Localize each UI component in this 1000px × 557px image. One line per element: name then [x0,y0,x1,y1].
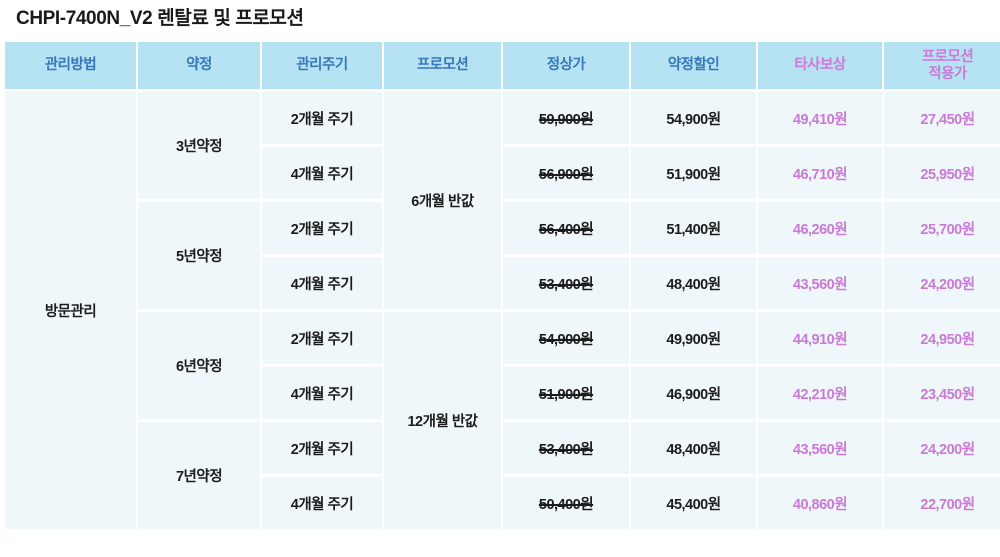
cell-contract-discount: 45,400원 [631,477,756,529]
cell-normal-price: 51,900원 [503,367,629,419]
cell-term-5year: 5년약정 [138,202,260,309]
column-header-method: 관리방법 [5,42,136,89]
cell-competitor-compensation: 44,910원 [758,312,882,364]
header-row: 관리방법 약정 관리주기 프로모션 정상가 약정할인 타사보상 프로모션 적용가 [5,42,1000,89]
table-body: 방문관리 3년약정 2개월 주기 6개월 반값 59,900원 54,900원 … [5,92,1000,529]
cell-competitor-compensation: 42,210원 [758,367,882,419]
cell-cycle: 2개월 주기 [262,422,382,474]
column-header-competitor-compensation: 타사보상 [758,42,882,89]
cell-promotion-price: 24,200원 [884,257,1000,309]
cell-term-3year: 3년약정 [138,92,260,199]
cell-contract-discount: 51,900원 [631,147,756,199]
cell-promotion-12month: 12개월 반값 [384,312,501,529]
cell-contract-discount: 48,400원 [631,422,756,474]
cell-contract-discount: 54,900원 [631,92,756,144]
cell-normal-price: 59,900원 [503,92,629,144]
cell-promotion-price: 25,950원 [884,147,1000,199]
table-row: 5년약정 2개월 주기 56,400원 51,400원 46,260원 25,7… [5,202,1000,309]
cell-competitor-compensation: 46,710원 [758,147,882,199]
cell-cycle: 2개월 주기 [262,92,382,144]
cell-normal-price: 53,400원 [503,257,629,309]
cell-method: 방문관리 [5,92,136,529]
cell-term-7year: 7년약정 [138,422,260,529]
column-header-promotion-price-line2: 적용가 [928,65,967,82]
table-row: 6년약정 2개월 주기 12개월 반값 54,900원 49,900원 44,9… [5,312,1000,529]
cell-normal-price: 54,900원 [503,312,629,364]
cell-promotion-price: 27,450원 [884,92,1000,144]
cell-promotion-price: 24,200원 [884,422,1000,474]
cell-contract-discount: 46,900원 [631,367,756,419]
table-row: 4개월 주기 53,400원 48,400원 43,560원 24,200원 [5,257,1000,309]
cell-promotion-price: 22,700원 [884,477,1000,529]
table-row: 방문관리 3년약정 2개월 주기 6개월 반값 59,900원 54,900원 … [5,92,1000,529]
cell-promotion-price: 25,700원 [884,202,1000,254]
cell-promotion-6month: 6개월 반값 [384,92,501,309]
cell-cycle: 2개월 주기 [262,312,382,364]
cell-competitor-compensation: 43,560원 [758,422,882,474]
column-header-contract-discount: 약정할인 [631,42,756,89]
table-row: 4개월 주기 51,900원 46,900원 42,210원 23,450원 [5,367,1000,419]
table-row: 4개월 주기 50,400원 45,400원 40,860원 22,700원 [5,477,1000,529]
page-title: CHPI-7400N_V2 렌탈료 및 프로모션 [16,8,304,29]
cell-normal-price: 53,400원 [503,422,629,474]
cell-contract-discount: 49,900원 [631,312,756,364]
cell-contract-discount: 51,400원 [631,202,756,254]
column-header-promotion: 프로모션 [384,42,501,89]
column-header-promotion-price: 프로모션 적용가 [884,42,1000,89]
cell-cycle: 4개월 주기 [262,367,382,419]
cell-competitor-compensation: 43,560원 [758,257,882,309]
cell-normal-price: 50,400원 [503,477,629,529]
column-header-promotion-price-line1: 프로모션 [921,48,974,65]
cell-competitor-compensation: 40,860원 [758,477,882,529]
rental-price-table: 관리방법 약정 관리주기 프로모션 정상가 약정할인 타사보상 프로모션 적용가… [0,39,1000,532]
table-header: 관리방법 약정 관리주기 프로모션 정상가 약정할인 타사보상 프로모션 적용가 [5,42,1000,89]
table-row: 4개월 주기 56,900원 51,900원 46,710원 25,950원 [5,147,1000,199]
cell-promotion-price: 24,950원 [884,312,1000,364]
cell-contract-discount: 48,400원 [631,257,756,309]
cell-promotion-price: 23,450원 [884,367,1000,419]
cell-cycle: 4개월 주기 [262,147,382,199]
cell-cycle: 4개월 주기 [262,257,382,309]
column-header-normal-price: 정상가 [503,42,629,89]
cell-normal-price: 56,400원 [503,202,629,254]
cell-competitor-compensation: 49,410원 [758,92,882,144]
cell-cycle: 4개월 주기 [262,477,382,529]
column-header-cycle: 관리주기 [262,42,382,89]
cell-competitor-compensation: 46,260원 [758,202,882,254]
cell-cycle: 2개월 주기 [262,202,382,254]
cell-normal-price: 56,900원 [503,147,629,199]
cell-term-6year: 6년약정 [138,312,260,419]
column-header-term: 약정 [138,42,260,89]
table-row: 7년약정 2개월 주기 53,400원 48,400원 43,560원 24,2… [5,422,1000,529]
